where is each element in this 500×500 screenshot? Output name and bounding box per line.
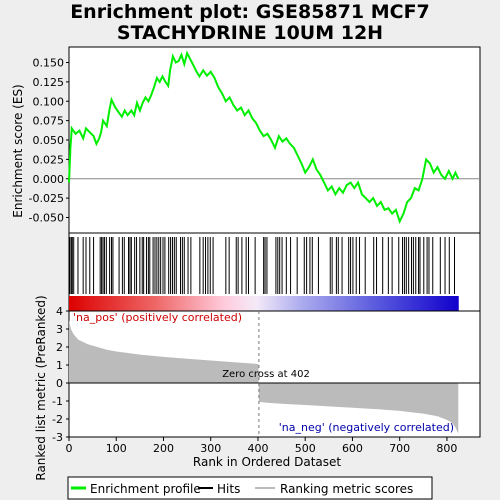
- es-ytick-label: 0.125: [33, 76, 65, 89]
- metric-ytick-label: -3: [52, 431, 63, 444]
- es-ytick-label: 0.025: [33, 153, 65, 166]
- legend-metric-label: Ranking metric scores: [280, 482, 413, 496]
- legend-hits-label: Hits: [217, 482, 240, 496]
- xtick-label: 400: [247, 442, 268, 455]
- metric-ytick-label: 4: [56, 305, 63, 318]
- es-y-axis-ticks: -0.050 -0.025 0.000 0.025 0.050 0.075 0.100 0.1…: [29, 57, 69, 225]
- metric-ytick-label: 0: [56, 377, 63, 390]
- xtick-label: 700: [389, 442, 410, 455]
- xtick-label: 500: [295, 442, 316, 455]
- x-axis-ticks: 0 100 200 300 400 500 600 700 800: [66, 437, 458, 455]
- es-ytick-label: 0.100: [33, 95, 65, 108]
- xtick-label: 600: [342, 442, 363, 455]
- metric-y-axis-label: Ranked list metric (PreRanked): [34, 295, 48, 480]
- xtick-label: 200: [153, 442, 174, 455]
- xtick-label: 0: [66, 442, 73, 455]
- es-ytick-label: 0.075: [33, 115, 65, 128]
- es-ytick-label: -0.025: [29, 192, 64, 205]
- x-axis-label: Rank in Ordered Dataset: [193, 455, 341, 469]
- ranked-list-color-bar: [69, 296, 459, 312]
- negative-group-label: 'na_neg' (negatively correlated): [279, 421, 454, 434]
- es-ytick-label: 0.000: [33, 173, 65, 186]
- xtick-label: 100: [106, 442, 127, 455]
- metric-ytick-label: 3: [56, 323, 63, 336]
- metric-ytick-label: -1: [52, 395, 63, 408]
- metric-y-axis-ticks: -3 -2 -1 0 1 2 3 4: [52, 305, 69, 444]
- zero-cross-label: Zero cross at 402: [222, 369, 310, 380]
- positive-group-label: 'na_pos' (positively correlated): [73, 311, 242, 324]
- metric-ytick-label: 2: [56, 341, 63, 354]
- xtick-label: 800: [436, 442, 457, 455]
- es-ytick-label: -0.050: [29, 212, 64, 225]
- es-ytick-label: 0.050: [33, 134, 65, 147]
- xtick-label: 300: [200, 442, 221, 455]
- legend-enrichment-label: Enrichment profile: [90, 482, 201, 496]
- es-panel-frame: [69, 47, 480, 233]
- es-ytick-label: 0.150: [33, 57, 65, 70]
- metric-ytick-label: -2: [52, 413, 63, 426]
- metric-ytick-label: 1: [56, 359, 63, 372]
- es-y-axis-label: Enrichment score (ES): [11, 84, 25, 217]
